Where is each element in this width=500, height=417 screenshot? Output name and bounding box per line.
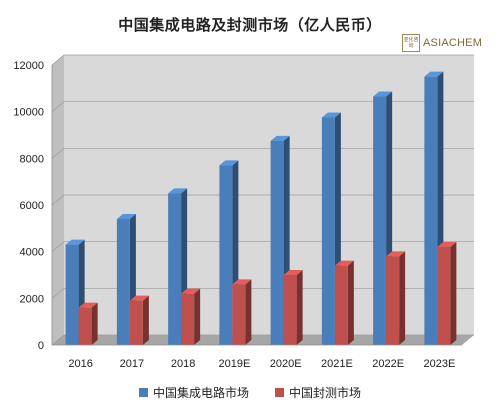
bar-packaging-market bbox=[232, 284, 246, 345]
legend-label-ic-market: 中国集成电路市场 bbox=[152, 386, 249, 400]
y-tick-label: 12000 bbox=[13, 60, 44, 72]
x-tick-label: 2022E bbox=[372, 358, 404, 370]
x-tick-label: 2019E bbox=[218, 358, 250, 370]
bar-top-1 bbox=[181, 288, 201, 294]
x-tick-label: 2017 bbox=[120, 358, 144, 370]
bar-side-1 bbox=[142, 295, 149, 345]
logo-mark-icon: 亚化咨询 bbox=[402, 34, 420, 52]
bar-ic-market bbox=[321, 117, 335, 345]
bar-side-1 bbox=[347, 260, 354, 345]
legend-label-packaging-market: 中国封测市场 bbox=[289, 386, 362, 400]
x-tick-label: 2020E bbox=[270, 358, 302, 370]
bar-packaging-market bbox=[283, 275, 297, 345]
bar-top-1 bbox=[386, 251, 406, 257]
bar-ic-market bbox=[168, 193, 182, 345]
chart-legend: 中国集成电路市场 中国封测市场 bbox=[0, 384, 500, 401]
bar-side-1 bbox=[91, 302, 98, 345]
gridline bbox=[51, 54, 474, 66]
chart-floor bbox=[52, 335, 474, 345]
bar-packaging-market bbox=[129, 300, 143, 345]
bar-side-1 bbox=[296, 270, 303, 345]
bar-top-0 bbox=[168, 188, 188, 194]
bar-top-1 bbox=[283, 270, 303, 275]
bar-top-1 bbox=[129, 295, 149, 301]
bar-ic-market bbox=[424, 76, 438, 346]
bar-packaging-market bbox=[78, 307, 92, 345]
x-tick-label: 2021E bbox=[321, 358, 353, 370]
bar-top-0 bbox=[219, 160, 239, 166]
y-tick-label: 0 bbox=[38, 340, 44, 352]
bar-packaging-market bbox=[437, 247, 451, 345]
bar-top-0 bbox=[116, 214, 136, 219]
y-tick-label: 4000 bbox=[20, 247, 44, 259]
bar-top-0 bbox=[373, 91, 393, 97]
x-tick-label: 2018 bbox=[171, 358, 195, 370]
legend-swatch-packaging-market bbox=[275, 388, 284, 397]
bar-side-1 bbox=[450, 242, 457, 345]
bar-ic-market bbox=[373, 96, 387, 345]
legend-item-packaging-market: 中国封测市场 bbox=[275, 384, 361, 401]
bar-packaging-market bbox=[334, 265, 348, 345]
y-tick-label: 10000 bbox=[13, 107, 44, 119]
gridline bbox=[51, 101, 474, 112]
bar-ic-market bbox=[116, 219, 130, 345]
bar-top-0 bbox=[424, 71, 444, 77]
bar-top-1 bbox=[334, 260, 354, 266]
bar-ic-market bbox=[270, 140, 284, 345]
bar-top-1 bbox=[437, 242, 457, 247]
x-tick-label: 2023E bbox=[423, 358, 455, 370]
y-tick-label: 6000 bbox=[20, 200, 44, 212]
bar-top-0 bbox=[270, 135, 290, 141]
bar-ic-market bbox=[219, 165, 233, 345]
bar-packaging-market bbox=[181, 293, 195, 345]
bar-side-1 bbox=[194, 288, 201, 345]
x-tick-label: 2016 bbox=[68, 358, 92, 370]
y-tick-label: 8000 bbox=[20, 153, 44, 165]
bar-top-1 bbox=[232, 279, 252, 285]
chart-title: 中国集成电路及封测市场（亿人民币） bbox=[118, 16, 382, 34]
legend-swatch-ic-market bbox=[138, 388, 148, 397]
y-tick-label: 2000 bbox=[20, 293, 44, 305]
bar-ic-market bbox=[65, 244, 79, 345]
bar-packaging-market bbox=[386, 256, 400, 345]
bar-side-1 bbox=[399, 251, 406, 345]
bar-top-1 bbox=[78, 302, 98, 308]
bar-top-0 bbox=[65, 239, 85, 245]
asiachem-logo: 亚化咨询 ASIACHEM bbox=[402, 33, 482, 53]
logo-text: ASIACHEM bbox=[423, 37, 483, 49]
bar-top-0 bbox=[321, 112, 341, 118]
legend-item-ic-market: 中国集成电路市场 bbox=[138, 384, 249, 401]
bar-side-1 bbox=[245, 279, 252, 345]
